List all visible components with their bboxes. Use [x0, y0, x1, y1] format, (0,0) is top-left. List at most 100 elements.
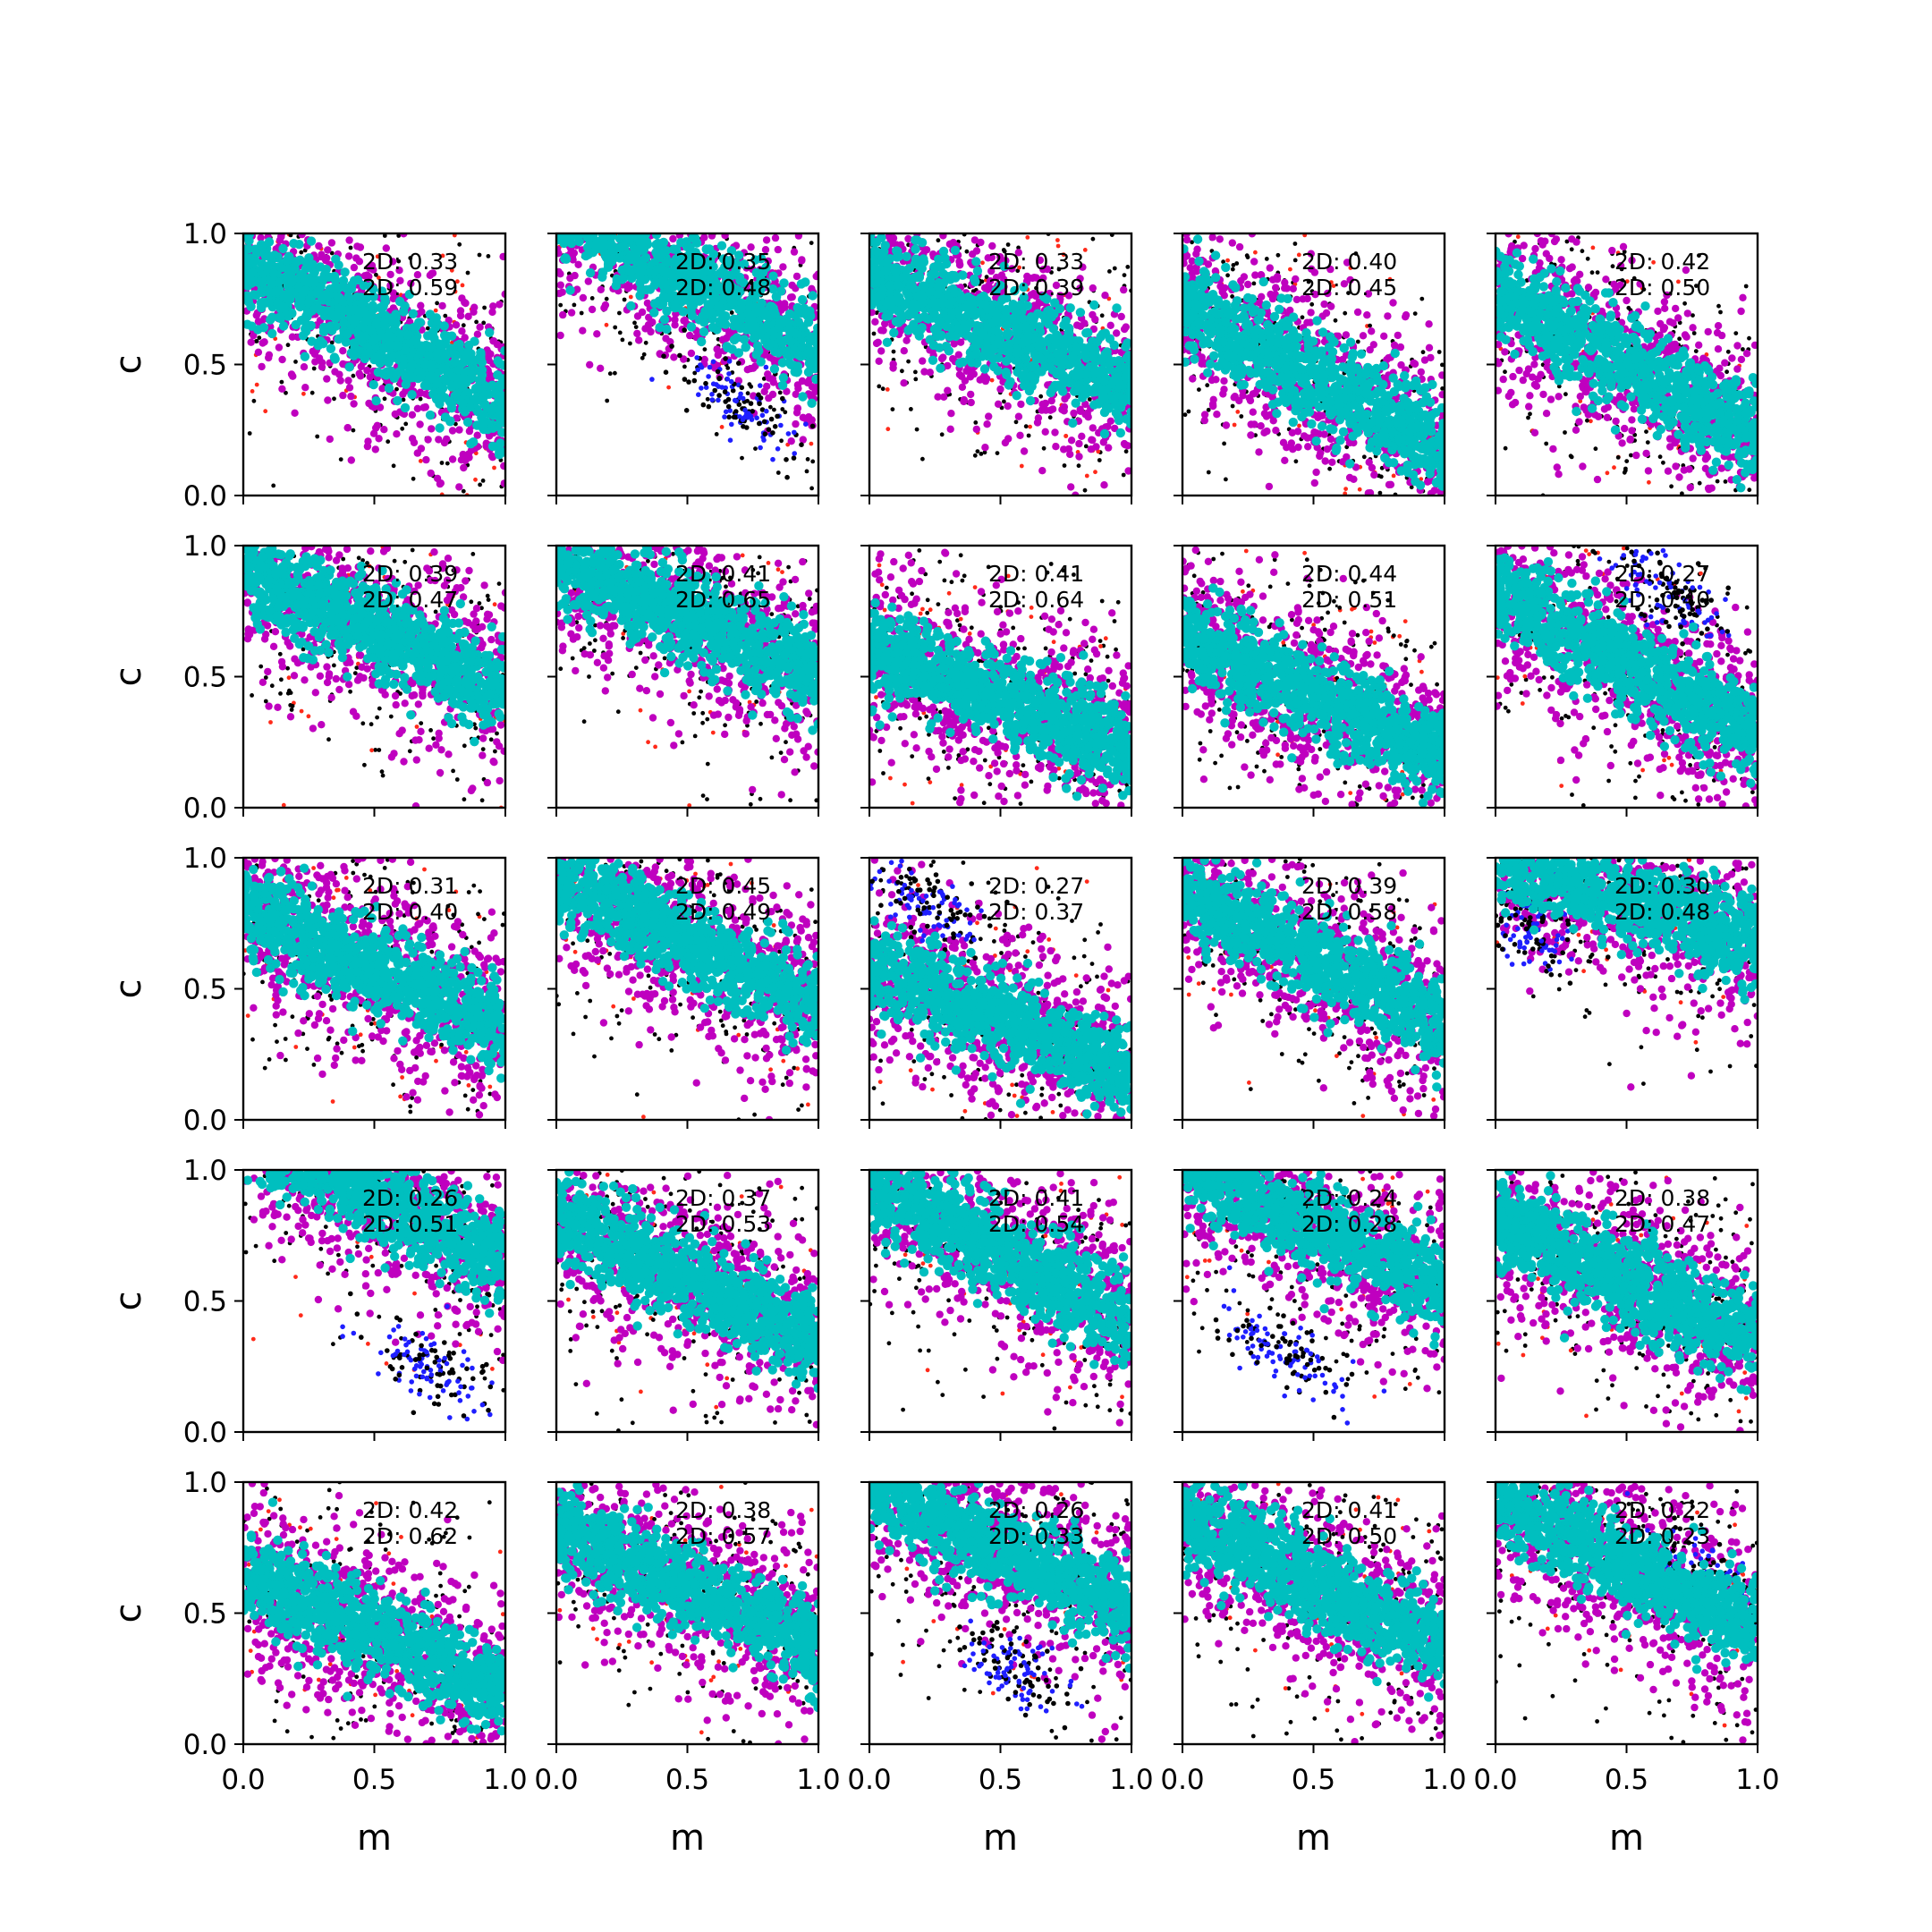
cyan-point — [777, 338, 787, 348]
magenta-point — [288, 333, 297, 341]
magenta-point — [992, 274, 1001, 282]
black-point — [461, 323, 466, 328]
blue-point — [785, 431, 792, 436]
magenta-point — [301, 384, 309, 392]
magenta-point — [579, 326, 587, 335]
magenta-point — [402, 386, 410, 395]
cyan-point — [807, 398, 817, 408]
cyan-point — [243, 274, 249, 284]
black-point — [891, 349, 896, 354]
magenta-point — [407, 279, 415, 288]
black-point — [1019, 463, 1024, 469]
magenta-point — [996, 385, 1004, 394]
cyan-point — [415, 348, 425, 359]
black-point — [254, 339, 258, 343]
cyan-point — [678, 307, 689, 317]
cyan-point — [386, 366, 396, 377]
cyan-point — [1075, 308, 1086, 318]
magenta-point — [946, 425, 954, 433]
black-point — [338, 457, 343, 462]
cyan-point — [741, 343, 750, 352]
cyan-point — [313, 303, 323, 313]
black-point — [1002, 249, 1007, 254]
magenta-point — [318, 363, 326, 371]
cyan-point — [639, 244, 649, 255]
magenta-point — [869, 309, 876, 317]
black-point — [1017, 265, 1021, 270]
magenta-point — [350, 400, 358, 408]
cyan-point — [808, 291, 818, 301]
black-point — [749, 384, 754, 389]
magenta-point — [427, 469, 435, 478]
cyan-point — [470, 355, 479, 366]
magenta-point — [499, 252, 505, 261]
black-point — [809, 486, 814, 491]
y-tick-label: 1.0 — [183, 218, 227, 250]
cyan-point — [635, 291, 645, 301]
cyan-point — [911, 244, 920, 254]
magenta-point — [300, 363, 309, 371]
cyan-point — [626, 301, 636, 311]
magenta-point — [366, 373, 374, 381]
cyan-point — [797, 294, 808, 305]
cyan-point — [421, 379, 431, 390]
black-point — [474, 319, 479, 325]
black-point — [768, 404, 773, 410]
magenta-point — [570, 249, 579, 257]
cyan-point — [446, 399, 456, 410]
magenta-point — [761, 246, 770, 254]
cyan-point — [404, 289, 414, 300]
magenta-point — [574, 260, 582, 268]
magenta-point — [1016, 431, 1024, 439]
black-point — [477, 252, 482, 258]
blue-point — [699, 386, 704, 391]
magenta-point — [433, 474, 442, 483]
black-point — [995, 451, 1000, 455]
magenta-point — [453, 414, 461, 422]
magenta-point — [771, 233, 780, 242]
cyan-point — [480, 400, 490, 410]
blue-point — [754, 415, 759, 421]
cyan-point — [308, 259, 318, 269]
black-point — [705, 396, 710, 402]
cyan-point — [278, 243, 288, 254]
blue-point — [761, 419, 767, 425]
blue-point — [723, 409, 729, 415]
cyan-point — [426, 343, 436, 353]
red-point — [449, 267, 454, 273]
cyan-point — [1001, 368, 1011, 377]
blue-point — [759, 412, 766, 419]
cyan-point — [1119, 381, 1129, 391]
cyan-point — [771, 292, 781, 301]
cyan-point — [641, 237, 652, 247]
cyan-point — [251, 248, 262, 258]
cyan-point — [935, 291, 945, 301]
magenta-point — [460, 463, 468, 472]
magenta-point — [1008, 265, 1016, 273]
black-point — [632, 320, 637, 326]
magenta-point — [395, 267, 403, 275]
cyan-point — [752, 341, 763, 351]
blue-point — [803, 421, 809, 428]
black-point — [293, 360, 298, 364]
cyan-point — [1042, 294, 1052, 304]
cyan-point — [1026, 361, 1036, 372]
cyan-point — [472, 406, 483, 417]
cyan-point — [585, 267, 596, 278]
cyan-point — [716, 305, 725, 315]
magenta-point — [792, 419, 800, 428]
black-point — [1093, 470, 1097, 475]
cyan-point — [263, 287, 273, 297]
magenta-point — [1030, 274, 1038, 282]
cyan-point — [669, 244, 679, 254]
cyan-point — [364, 347, 375, 358]
black-point — [725, 366, 731, 370]
cyan-point — [777, 358, 788, 368]
magenta-point — [556, 331, 564, 340]
cyan-point — [636, 256, 646, 266]
magenta-point — [779, 263, 787, 271]
magenta-point — [1076, 284, 1084, 292]
magenta-point — [1041, 399, 1050, 408]
black-point — [1034, 285, 1038, 291]
cyan-point — [1012, 391, 1021, 401]
